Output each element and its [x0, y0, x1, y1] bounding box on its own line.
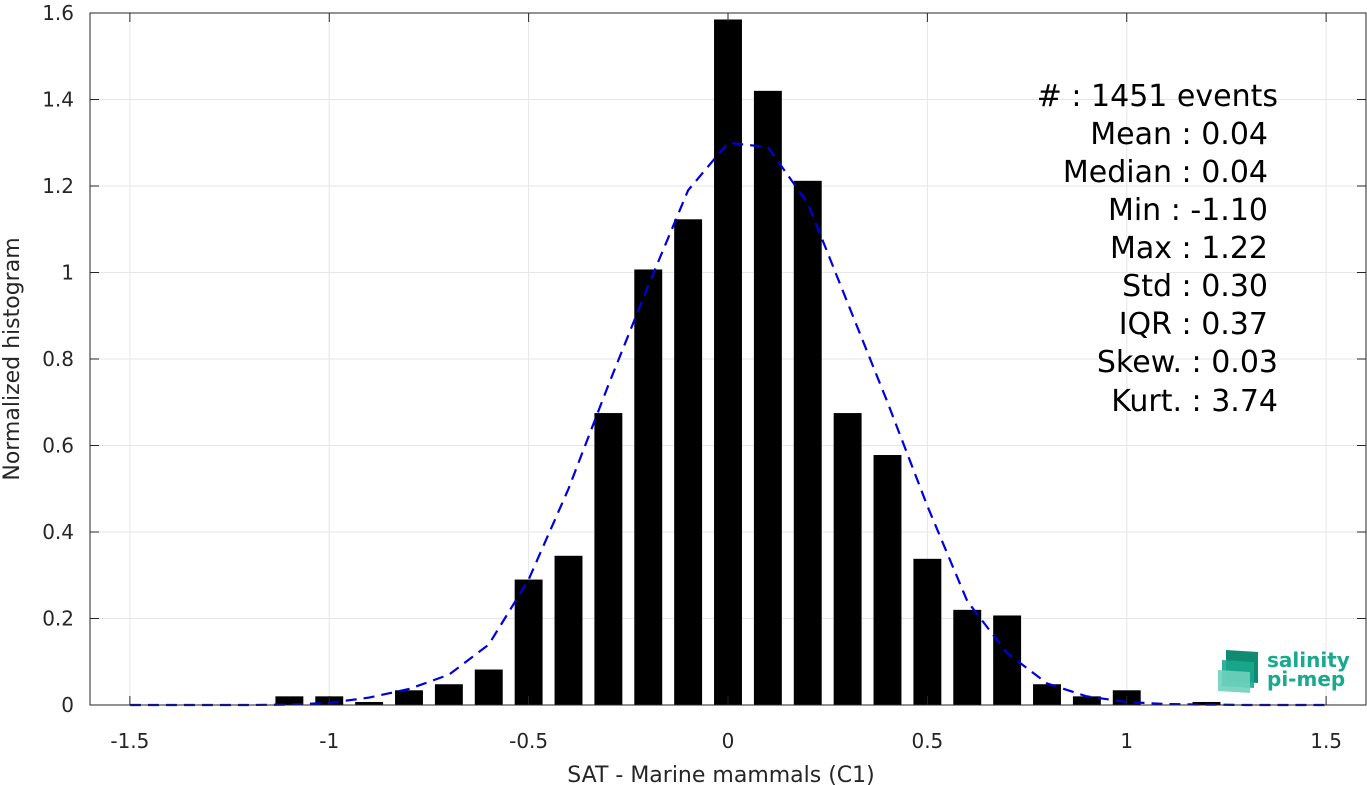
stats-box: # : 1451 events Mean : 0.04 Median : 0.0…	[1037, 79, 1278, 419]
y-tick-label: 0.4	[42, 520, 74, 544]
stat-events: # : 1451 events	[1037, 79, 1278, 114]
stat-max: Max : 1.22	[1110, 231, 1268, 266]
logo-text-line1: salinity	[1267, 648, 1350, 672]
histogram-bar	[514, 579, 543, 705]
histogram-bar	[714, 19, 742, 706]
histogram-bar	[634, 269, 663, 705]
x-tick-label: -0.5	[509, 729, 548, 753]
histogram-bar	[355, 701, 384, 705]
histogram-bar	[395, 690, 423, 705]
histogram-bar	[554, 555, 583, 705]
x-tick-label: 0.5	[911, 729, 943, 753]
histogram-bar	[275, 696, 304, 705]
stat-iqr: IQR : 0.37	[1119, 307, 1268, 342]
histogram-bar	[953, 609, 982, 705]
histogram-bar	[833, 413, 862, 705]
bars	[275, 19, 1221, 706]
logo-wave-icon	[1218, 650, 1258, 693]
y-tick-labels: 0 0.2 0.4 0.6 0.8 1 1.2 1.4 1.6	[42, 1, 74, 717]
y-tick-label: 1.6	[42, 1, 74, 25]
y-tick-label: 1	[61, 261, 74, 285]
histogram-bar	[913, 558, 942, 705]
histogram-bar	[753, 90, 782, 706]
y-tick-label: 1.2	[42, 174, 74, 198]
x-tick-label: 1	[1120, 729, 1133, 753]
x-tick-label: 1.5	[1310, 729, 1342, 753]
stat-mean: Mean : 0.04	[1090, 117, 1268, 152]
histogram-bar	[1033, 684, 1061, 705]
x-tick-label: 0	[722, 729, 735, 753]
x-axis-label: SAT - Marine mammals (C1)	[567, 763, 875, 785]
y-tick-label: 1.4	[42, 88, 74, 112]
histogram-bar	[993, 615, 1022, 705]
y-axis-label: Normalized histogram	[0, 237, 25, 480]
y-tick-label: 0	[61, 693, 74, 717]
stat-median: Median : 0.04	[1063, 155, 1268, 190]
y-tick-label: 0.6	[42, 434, 74, 458]
y-tick-label: 0.8	[42, 347, 74, 371]
x-tick-label: -1	[319, 729, 339, 753]
ticks	[90, 12, 1366, 706]
y-tick-label: 0.2	[42, 607, 74, 631]
histogram-bar	[674, 219, 703, 706]
histogram-bar	[434, 684, 463, 705]
stat-kurt: Kurt. : 3.74	[1111, 384, 1278, 419]
histogram-bar	[873, 455, 902, 705]
salinity-pi-mep-logo: salinity pi-mep	[1218, 648, 1350, 693]
stat-std: Std : 0.30	[1122, 269, 1268, 304]
stat-min: Min : -1.10	[1108, 193, 1268, 228]
stat-skew: Skew. : 0.03	[1097, 345, 1278, 380]
logo-text-line2: pi-mep	[1267, 667, 1345, 691]
x-tick-label: -1.5	[110, 729, 149, 753]
histogram-bar	[474, 669, 503, 705]
histogram-bar	[793, 180, 822, 705]
histogram-bar	[1192, 701, 1221, 705]
x-tick-labels: -1.5 -1 -0.5 0 0.5 1 1.5	[110, 729, 1342, 753]
histogram-bar	[594, 413, 623, 705]
histogram-bar	[1072, 696, 1101, 705]
